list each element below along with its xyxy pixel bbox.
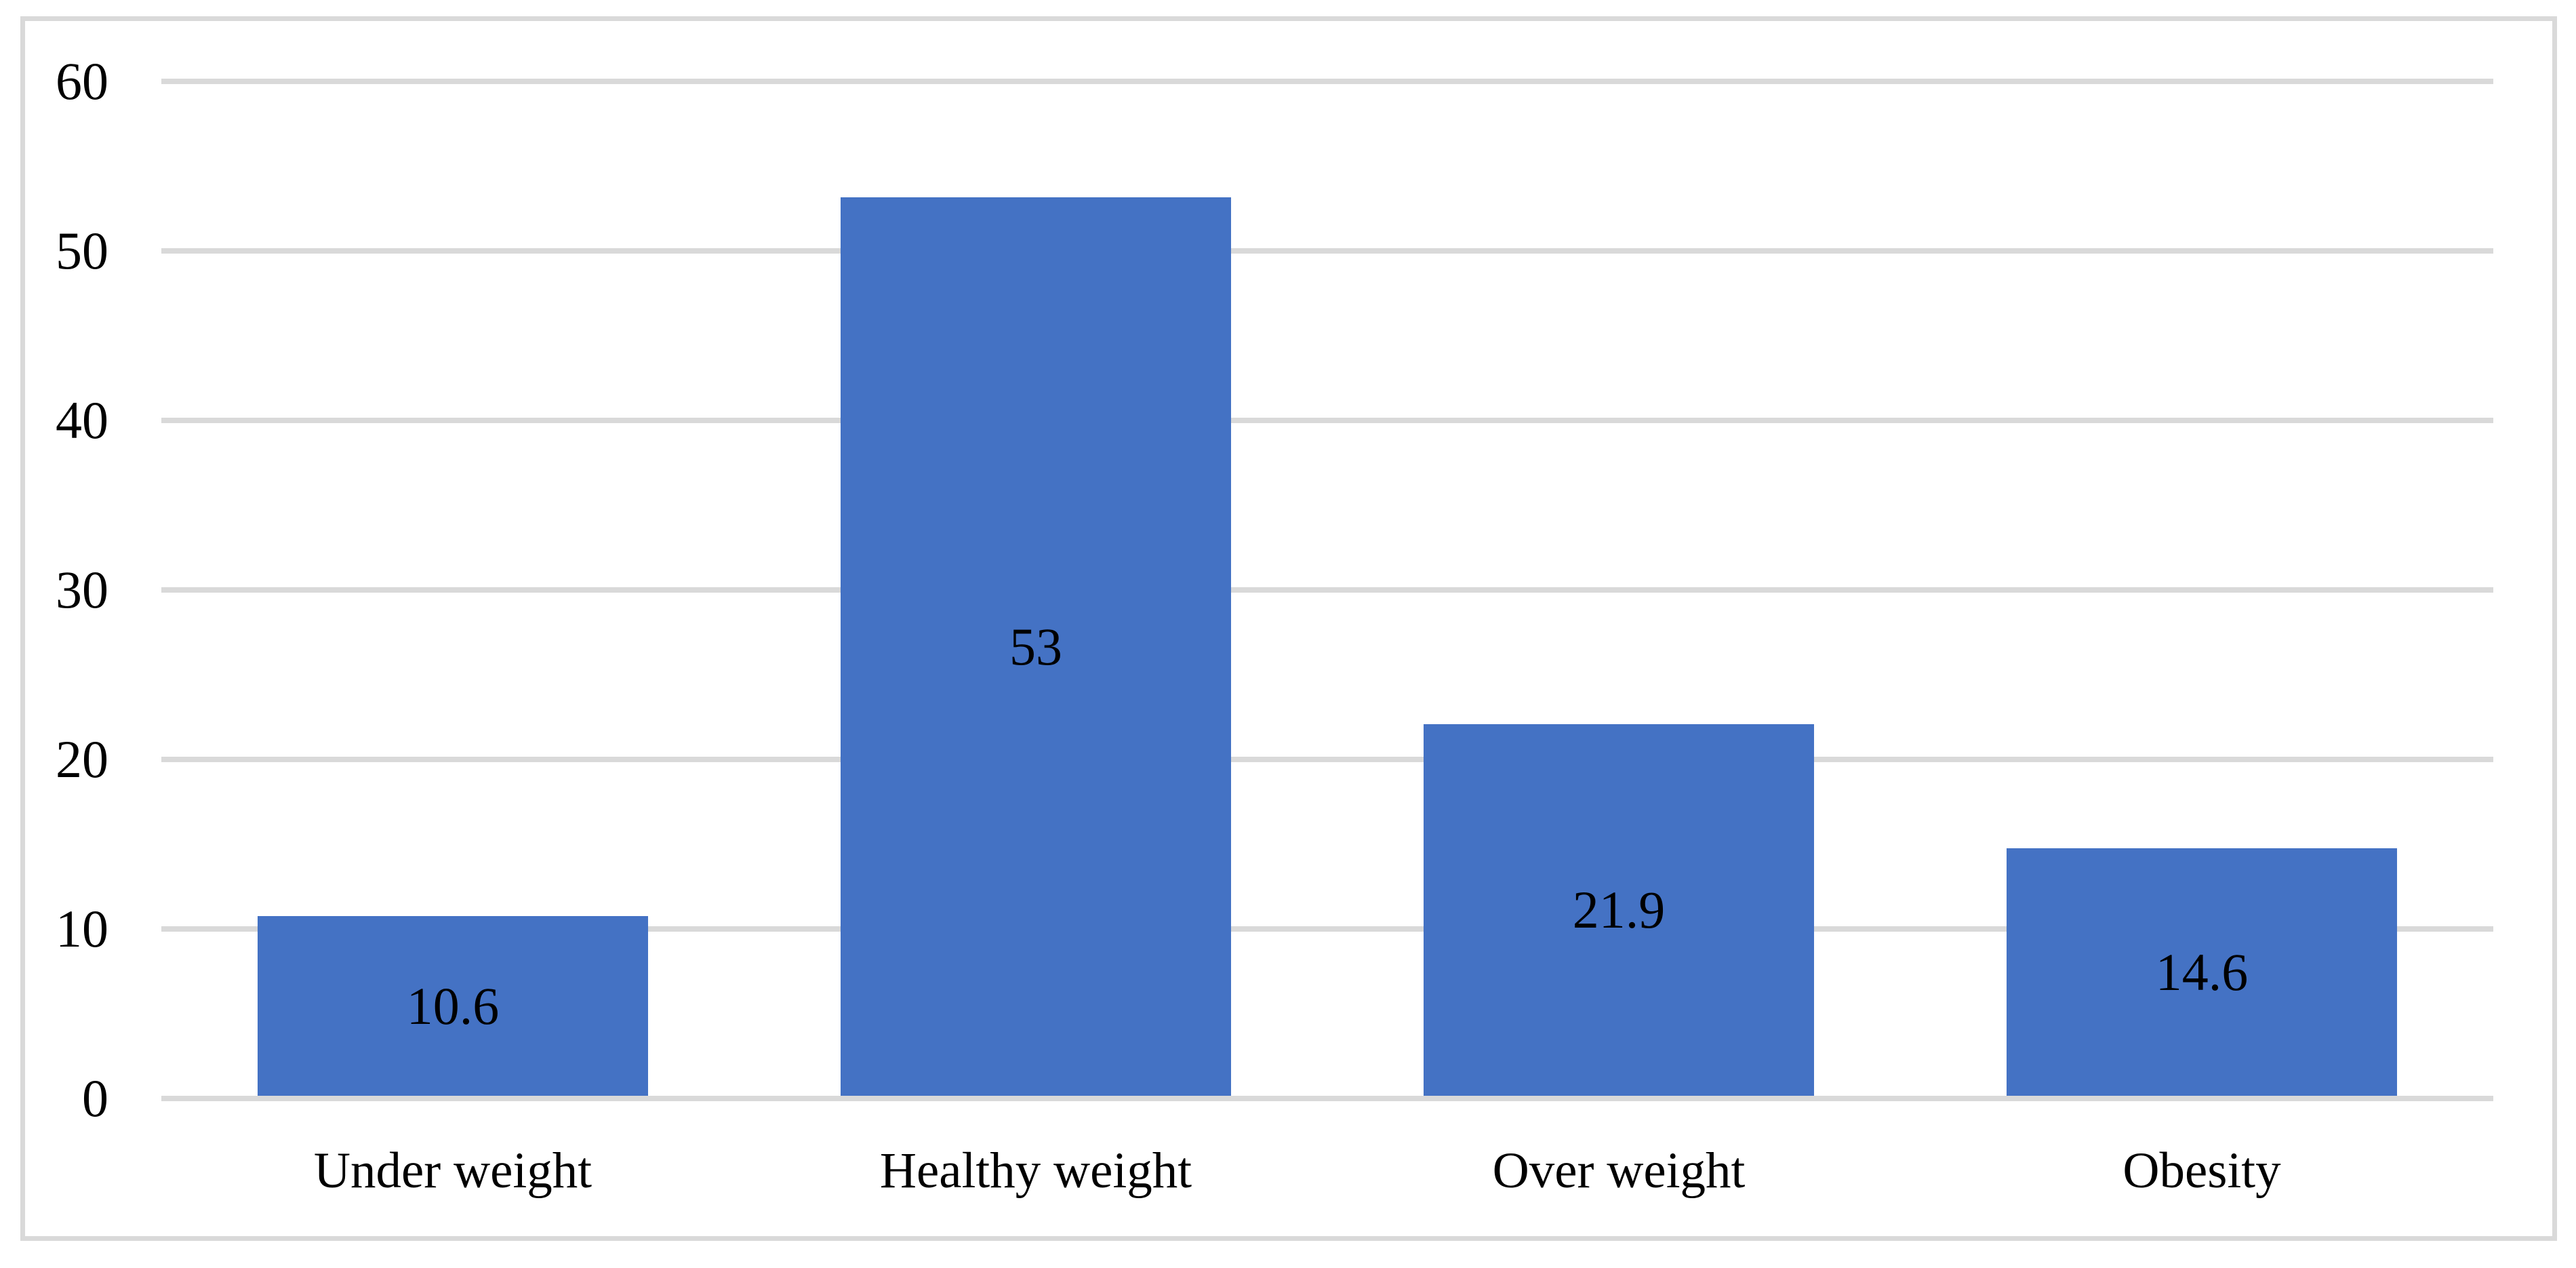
bar-data-label: 10.6 [406, 976, 500, 1035]
gridline [161, 757, 2493, 762]
bar-data-label: 14.6 [2155, 942, 2249, 1002]
bar: 53 [841, 197, 1231, 1096]
gridline [161, 79, 2493, 84]
gridline [161, 418, 2493, 423]
gridline [161, 1096, 2493, 1101]
bar-data-label: 21.9 [1572, 880, 1666, 939]
bar-data-label: 53 [1009, 616, 1062, 676]
bar: 14.6 [2007, 848, 2397, 1096]
y-tick-label: 30 [56, 560, 108, 619]
y-tick-label: 40 [56, 391, 108, 450]
gridline [161, 248, 2493, 254]
y-tick-label: 50 [56, 221, 108, 280]
y-tick-label: 60 [56, 52, 108, 111]
x-category-label: Over weight [1492, 1143, 1746, 1199]
x-category-label: Under weight [313, 1143, 592, 1199]
y-tick-label: 20 [56, 730, 108, 789]
gridline [161, 587, 2493, 593]
x-category-label: Obesity [2122, 1143, 2281, 1199]
y-tick-label: 0 [82, 1069, 108, 1128]
bar: 21.9 [1424, 724, 1814, 1096]
y-tick-label: 10 [56, 899, 108, 958]
x-category-label: Healthy weight [879, 1143, 1192, 1199]
gridline [161, 926, 2493, 932]
bar: 10.6 [258, 916, 648, 1096]
